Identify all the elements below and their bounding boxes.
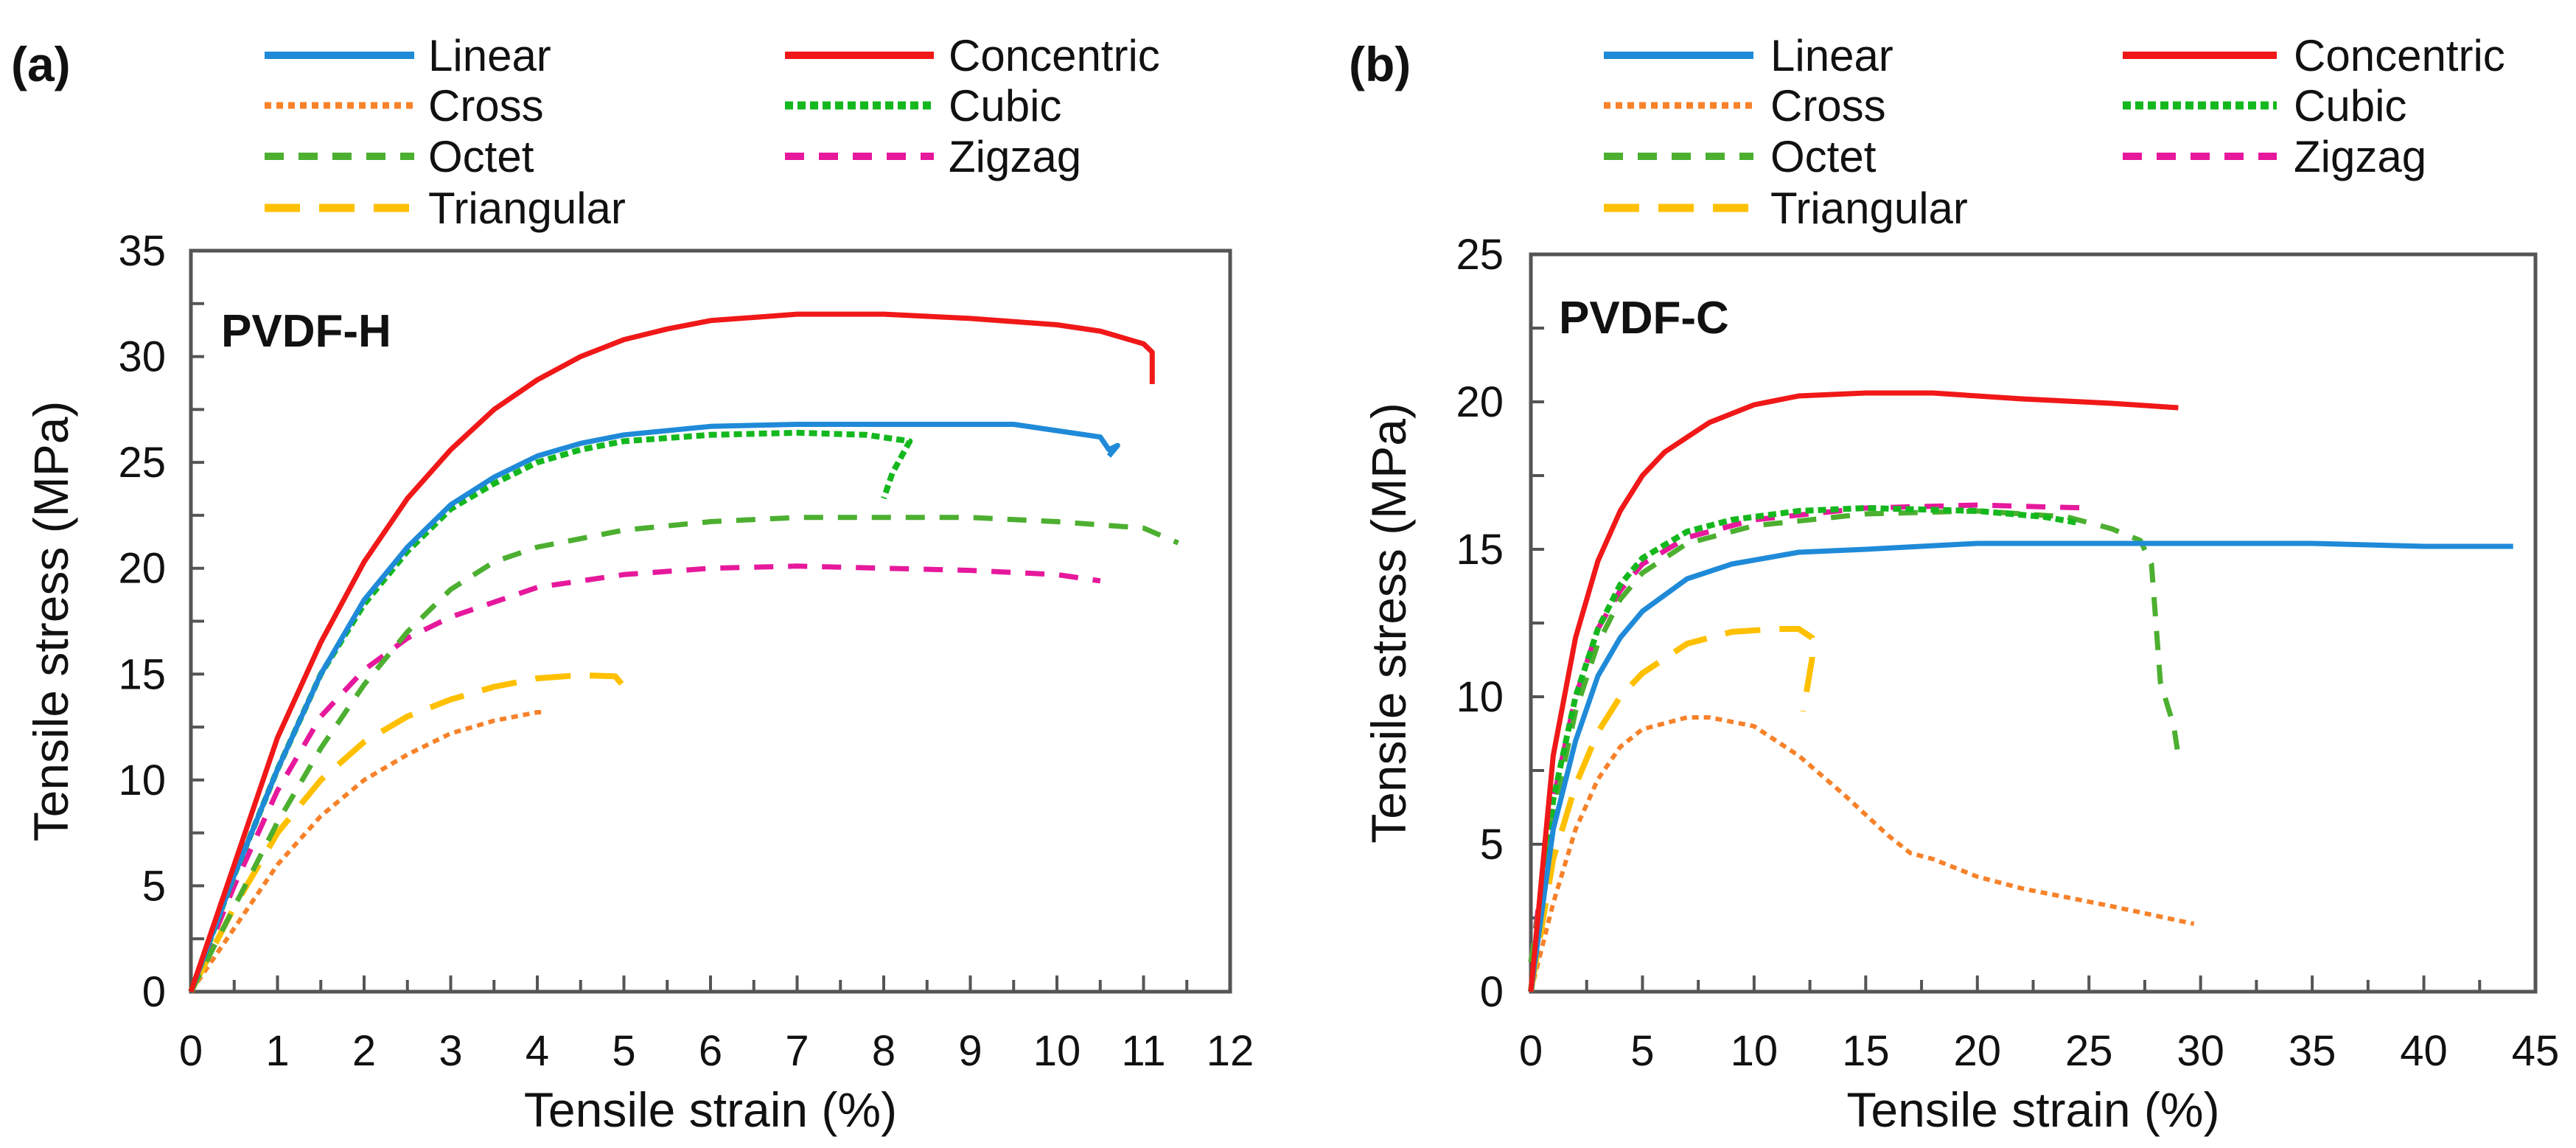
series-line-zigzag	[188, 563, 1101, 993]
x-tick-label: 30	[2177, 1027, 2224, 1075]
x-tick-label: 15	[1842, 1027, 1890, 1075]
series-line-linear	[188, 422, 1120, 993]
series-line-triangular	[1528, 626, 1815, 992]
x-tick-label: 0	[179, 1027, 203, 1075]
legend-label: Cross	[1770, 81, 1886, 131]
y-axis-title: Tensile stress (MPa)	[1361, 403, 1416, 843]
legend-entry: Linear	[265, 31, 551, 80]
legend-entry: Cross	[1604, 81, 1886, 131]
plot-title: PVDF-C	[1559, 293, 1729, 344]
legend-label: Zigzag	[2294, 132, 2426, 181]
x-tick-label: 0	[1519, 1027, 1543, 1075]
plot-frame	[1529, 252, 2538, 994]
y-tick-label: 15	[118, 650, 166, 698]
x-tick-label: 6	[699, 1027, 722, 1075]
y-tick-label: 35	[118, 227, 166, 275]
legend-entry: Linear	[1604, 31, 1893, 80]
x-tick-label: 25	[2065, 1027, 2113, 1075]
series-line-triangular	[188, 672, 626, 993]
legend-entry: Zigzag	[785, 132, 1081, 181]
panel-a: (a) Linear Concentric Cross Cubic Octet Zigzag…	[11, 31, 1254, 1137]
legend-label: Triangular	[428, 184, 626, 233]
legend-label: Cubic	[949, 81, 1061, 131]
series-line-concentric	[188, 311, 1155, 993]
y-tick-label: 20	[1456, 378, 1504, 426]
x-tick-label: 45	[2512, 1027, 2560, 1075]
legend-entry: Cross	[265, 81, 544, 131]
x-tick-label: 20	[1954, 1027, 2002, 1075]
legend-label: Linear	[428, 31, 551, 80]
legend-entry: Octet	[265, 132, 534, 181]
x-tick-label: 12	[1207, 1027, 1254, 1075]
x-tick-label: 4	[526, 1027, 549, 1075]
x-tick-label: 3	[439, 1027, 462, 1075]
x-tick-label: 35	[2289, 1027, 2336, 1075]
legend-label: Concentric	[949, 31, 1160, 80]
x-tick-label: 2	[352, 1027, 376, 1075]
x-tick-label: 11	[1121, 1027, 1165, 1075]
y-axis-title: Tensile stress (MPa)	[24, 401, 78, 842]
panel-b: (b) Linear Concentric Cross Cubic Octet Zigzag…	[1349, 31, 2559, 1137]
legend-label: Cubic	[2294, 81, 2406, 131]
series-line-linear	[1528, 540, 2513, 992]
legend-entry: Zigzag	[2123, 132, 2426, 181]
y-tick-label: 0	[142, 968, 166, 1016]
legend-label: Octet	[428, 132, 534, 181]
series-line-cross	[189, 710, 546, 993]
legend-label: Cross	[428, 81, 544, 131]
panel-label: (a)	[11, 37, 71, 91]
y-tick-label: 25	[118, 439, 166, 487]
series-line-zigzag	[1528, 502, 2090, 963]
legend-label: Zigzag	[949, 132, 1081, 181]
y-tick-label: 10	[1456, 673, 1504, 721]
legend-entry: Concentric	[785, 31, 1160, 80]
x-axis-title: Tensile strain (%)	[1846, 1082, 2219, 1137]
legend-label: Concentric	[2294, 31, 2505, 80]
x-axis-title: Tensile strain (%)	[524, 1082, 897, 1137]
y-tick-label: 0	[1480, 968, 1504, 1016]
y-tick-label: 15	[1456, 526, 1504, 574]
legend-label: Linear	[1770, 31, 1893, 80]
plot-frame	[189, 248, 1232, 994]
y-tick-label: 5	[142, 862, 166, 910]
y-tick-label: 25	[1456, 231, 1504, 279]
x-tick-label: 9	[958, 1027, 982, 1075]
legend-entry: Cubic	[2123, 81, 2406, 131]
y-tick-label: 10	[118, 756, 166, 804]
y-tick-label: 5	[1480, 821, 1504, 869]
series-line-concentric	[1528, 390, 2179, 992]
x-tick-label: 10	[1731, 1027, 1779, 1075]
y-tick-label: 20	[118, 545, 166, 593]
legend-entry: Cubic	[785, 81, 1061, 131]
x-tick-label: 7	[785, 1027, 809, 1075]
legend-label: Octet	[1770, 132, 1877, 181]
legend-entry: Octet	[1604, 132, 1877, 181]
x-tick-label: 40	[2400, 1027, 2448, 1075]
legend-label: Triangular	[1770, 184, 1968, 233]
plot-title: PVDF-H	[221, 306, 391, 357]
panel-label: (b)	[1349, 37, 1411, 91]
series-line-octet	[188, 515, 1179, 993]
y-tick-label: 30	[118, 333, 166, 381]
series-line-cubic	[188, 429, 913, 993]
series-line-cross	[1529, 715, 2195, 992]
series-line-octet	[1528, 508, 2181, 963]
x-tick-label: 1	[265, 1027, 289, 1075]
legend-entry: Triangular	[265, 184, 626, 233]
legend-entry: Concentric	[2123, 31, 2505, 80]
x-tick-label: 8	[872, 1027, 896, 1075]
x-tick-label: 5	[1630, 1027, 1654, 1075]
x-tick-label: 5	[612, 1027, 635, 1075]
x-tick-label: 10	[1033, 1027, 1081, 1075]
series-line-cubic	[1528, 505, 2078, 992]
legend-entry: Triangular	[1604, 184, 1968, 233]
